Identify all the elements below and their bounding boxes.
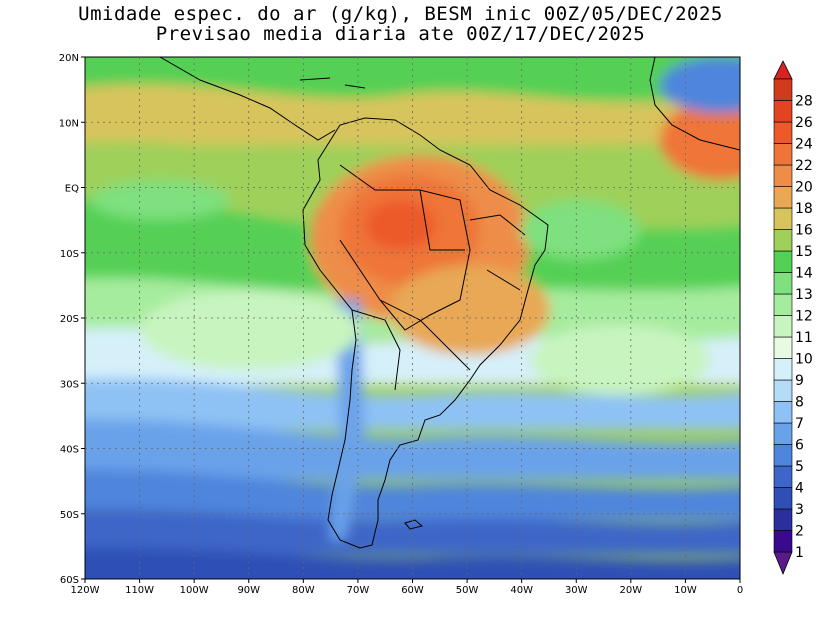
colorbar-swatch bbox=[773, 465, 793, 488]
lon-label: 120W bbox=[71, 585, 100, 596]
lon-label: 10W bbox=[674, 585, 697, 596]
lat-label: 60S bbox=[60, 575, 79, 586]
lon-label: 60W bbox=[401, 585, 424, 596]
colorbar-label: 10 bbox=[795, 352, 813, 368]
colorbar-swatch bbox=[773, 379, 793, 402]
colorbar-label: 18 bbox=[795, 201, 813, 217]
colorbar-swatch bbox=[773, 358, 793, 381]
colorbar-swatch bbox=[773, 250, 793, 273]
colorbar-label: 7 bbox=[795, 416, 804, 432]
colorbar-swatch bbox=[773, 100, 793, 123]
colorbar-swatch bbox=[773, 229, 793, 252]
lat-label: 10S bbox=[60, 249, 79, 260]
colorbar-top-arrow bbox=[773, 60, 793, 80]
colorbar-label: 9 bbox=[795, 373, 804, 389]
lon-label: 40W bbox=[510, 585, 533, 596]
colorbar-swatch bbox=[773, 336, 793, 359]
colorbar-swatch bbox=[773, 272, 793, 295]
colorbar-label: 14 bbox=[795, 266, 813, 282]
lat-label: EQ bbox=[65, 184, 79, 195]
colorbar-swatch bbox=[773, 530, 793, 553]
colorbar-label: 22 bbox=[795, 158, 813, 174]
lon-label: 0 bbox=[737, 585, 743, 596]
colorbar-swatch bbox=[773, 444, 793, 467]
colorbar-bottom-arrow bbox=[773, 551, 793, 576]
lon-label: 100W bbox=[180, 585, 209, 596]
colorbar-swatch bbox=[773, 78, 793, 101]
lon-label: 110W bbox=[125, 585, 154, 596]
map-title: Umidade espec. do ar (g/kg), BESM inic 0… bbox=[78, 3, 723, 25]
colorbar-label: 3 bbox=[795, 502, 804, 518]
lon-label: 90W bbox=[237, 585, 260, 596]
lat-label: 50S bbox=[60, 510, 79, 521]
colorbar-swatch bbox=[773, 315, 793, 338]
colorbar-swatch bbox=[773, 401, 793, 424]
colorbar-swatch bbox=[773, 207, 793, 230]
colorbar-swatch bbox=[773, 508, 793, 531]
longitude-labels: 120W 110W 100W 90W 80W 70W 60W 50W 40W 30W 20W 10W 0 bbox=[71, 579, 743, 596]
lon-label: 70W bbox=[347, 585, 370, 596]
colorbar-swatch bbox=[773, 487, 793, 510]
colorbar-swatch bbox=[773, 422, 793, 445]
map-subtitle: Previsao media diaria ate 00Z/17/DEC/202… bbox=[155, 23, 646, 45]
colorbar-label: 13 bbox=[795, 287, 813, 303]
colorbar-label: 11 bbox=[795, 330, 813, 346]
lon-label: 80W bbox=[292, 585, 315, 596]
colorbar-label: 1 bbox=[795, 545, 804, 561]
colorbar-swatch bbox=[773, 186, 793, 209]
colorbar-swatch bbox=[773, 121, 793, 144]
lon-label: 50W bbox=[456, 585, 479, 596]
colorbar-label: 4 bbox=[795, 481, 804, 497]
colorbar-label: 5 bbox=[795, 459, 804, 475]
colorbar-swatch bbox=[773, 143, 793, 166]
lon-label: 20W bbox=[620, 585, 643, 596]
colorbar-label: 24 bbox=[795, 137, 813, 153]
colorbar-label: 26 bbox=[795, 115, 813, 131]
lat-label: 20S bbox=[60, 314, 79, 325]
lat-label: 40S bbox=[60, 445, 79, 456]
lat-label: 20N bbox=[59, 53, 79, 64]
lat-label: 10N bbox=[59, 118, 79, 129]
colorbar-label: 6 bbox=[795, 438, 804, 454]
colorbar-label: 28 bbox=[795, 94, 813, 110]
colorbar-label: 20 bbox=[795, 180, 813, 196]
colorbar-label: 2 bbox=[795, 524, 804, 540]
colorbar-label: 12 bbox=[795, 309, 813, 325]
colorbar-swatch bbox=[773, 293, 793, 316]
colorbar-swatch bbox=[773, 164, 793, 187]
gridlines bbox=[85, 57, 740, 579]
lat-label: 30S bbox=[60, 379, 79, 390]
lon-label: 30W bbox=[565, 585, 588, 596]
colorbar-label: 15 bbox=[795, 244, 813, 260]
latitude-labels: 20N 10N EQ 10S 20S 30S 40S 50S 60S bbox=[59, 53, 85, 586]
colorbar-label: 16 bbox=[795, 223, 813, 239]
colorbar-label: 8 bbox=[795, 395, 804, 411]
coastlines bbox=[159, 57, 740, 549]
